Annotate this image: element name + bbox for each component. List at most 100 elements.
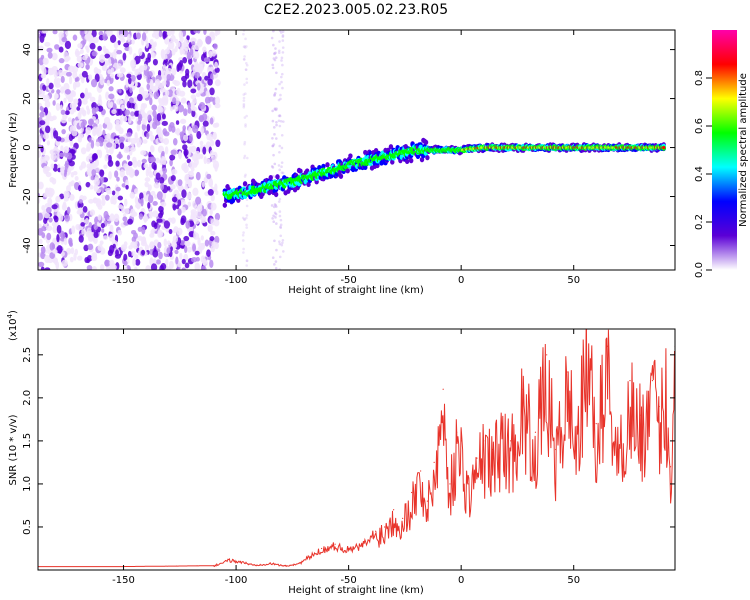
- streak-point: [275, 71, 278, 75]
- streak-point: [245, 114, 248, 118]
- noise-point: [202, 208, 207, 217]
- noise-point: [112, 243, 116, 249]
- noise-point: [134, 266, 138, 270]
- streak-point: [245, 264, 249, 267]
- snr-x-ticks: -150 -100 -50 0 50: [112, 329, 580, 586]
- noise-point: [153, 164, 157, 171]
- noise-point: [112, 142, 117, 150]
- noise-point: [192, 187, 199, 196]
- noise-point: [56, 234, 60, 243]
- streak-point: [241, 216, 245, 220]
- streak-point: [242, 231, 245, 234]
- noise-point: [153, 30, 160, 36]
- noise-point: [215, 139, 221, 148]
- noise-point: [64, 160, 69, 166]
- streak-point: [243, 55, 246, 58]
- streak-point: [272, 143, 276, 146]
- noise-point: [142, 139, 148, 144]
- noise-point: [179, 239, 186, 246]
- spectrum-plot-frame: [37, 29, 676, 271]
- streak-point: [273, 239, 276, 243]
- streak-point: [277, 98, 281, 102]
- streak-point: [280, 146, 284, 150]
- noise-point: [128, 97, 134, 104]
- noise-point: [58, 213, 64, 222]
- noise-point: [90, 139, 95, 149]
- figure-title: C2E2.2023.005.02.23.R05: [264, 2, 448, 18]
- noise-point: [152, 121, 158, 130]
- snr-data-point: [483, 440, 485, 442]
- streak-point: [243, 45, 247, 48]
- noise-point: [158, 98, 164, 107]
- noise-point: [38, 30, 41, 34]
- noise-point: [55, 261, 60, 270]
- noise-point: [101, 194, 106, 200]
- noise-point: [166, 240, 171, 246]
- streak-point: [278, 30, 282, 33]
- noise-point: [74, 81, 81, 88]
- noise-point: [77, 112, 82, 120]
- noise-point: [63, 146, 70, 154]
- streak-point: [274, 267, 278, 270]
- noise-point: [209, 117, 214, 125]
- streak-point: [245, 77, 249, 81]
- noise-point: [104, 53, 111, 59]
- noise-point: [149, 97, 153, 106]
- noise-point: [209, 236, 215, 242]
- noise-point: [82, 195, 87, 201]
- noise-point: [146, 132, 150, 140]
- snr-data-point: [521, 388, 523, 390]
- noise-point: [175, 120, 180, 125]
- noise-point: [186, 51, 191, 60]
- noise-point: [56, 136, 62, 142]
- noise-point: [114, 137, 119, 144]
- noise-point: [142, 103, 148, 109]
- noise-point: [213, 43, 218, 50]
- noise-point: [196, 82, 201, 91]
- noise-point: [130, 146, 136, 152]
- noise-point: [201, 216, 207, 224]
- noise-point: [96, 149, 101, 155]
- noise-point: [158, 205, 164, 213]
- spectrum-y-ticks: -40 -20 0 20 40: [22, 43, 675, 254]
- noise-point: [64, 89, 71, 95]
- noise-point: [99, 54, 106, 63]
- streak-point: [280, 243, 284, 247]
- noise-point: [42, 94, 47, 102]
- noise-point: [194, 43, 200, 51]
- noise-point: [187, 179, 192, 188]
- noise-point: [51, 204, 58, 210]
- streak-point: [278, 197, 282, 201]
- noise-point: [56, 89, 61, 94]
- noise-point: [204, 96, 211, 105]
- signal-peak: [662, 145, 666, 150]
- noise-point: [98, 30, 104, 36]
- noise-point: [61, 259, 68, 267]
- noise-point: [101, 228, 105, 233]
- colorbar-gradient: [712, 30, 737, 270]
- noise-point: [184, 240, 191, 247]
- noise-point: [121, 206, 125, 214]
- noise-point: [48, 217, 53, 223]
- streak-point: [244, 37, 247, 41]
- noise-point: [102, 235, 109, 241]
- noise-point: [66, 206, 71, 215]
- colorbar-tick-label: 0.4: [694, 166, 705, 182]
- noise-point: [185, 174, 189, 182]
- noise-point: [73, 101, 77, 108]
- streak-point: [279, 218, 283, 222]
- noise-point: [40, 246, 46, 254]
- noise-point: [171, 67, 177, 76]
- noise-point: [47, 197, 53, 206]
- snr-data-point: [426, 500, 429, 502]
- snr-y-tick-label: 1.5: [22, 433, 33, 449]
- noise-point: [122, 216, 128, 222]
- streak-point: [274, 47, 277, 50]
- noise-point: [194, 71, 201, 79]
- noise-point: [147, 110, 154, 116]
- noise-point: [51, 243, 56, 250]
- noise-point: [174, 249, 179, 255]
- noise-point: [105, 148, 110, 154]
- noise-point: [116, 72, 124, 78]
- noise-point: [56, 77, 61, 86]
